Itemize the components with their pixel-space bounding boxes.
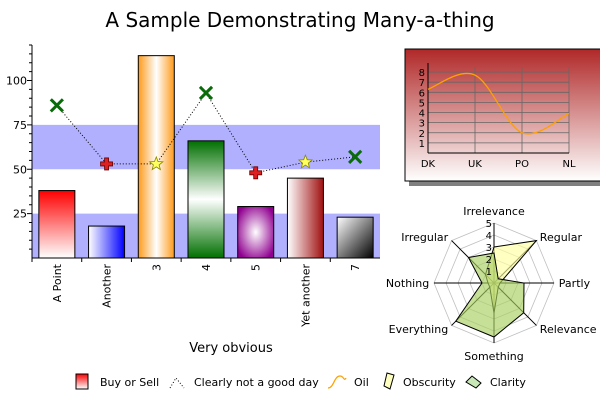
legend-item-oil: Oil	[327, 375, 369, 389]
bar-buy-or-sell	[38, 190, 76, 259]
radar-series-clarity	[455, 252, 525, 338]
data-point-plus-marker	[100, 157, 113, 171]
radar-axis-label: Irregular	[401, 231, 448, 244]
radar-tick-label: 2	[486, 255, 492, 266]
radar-axis-label: Regular	[540, 231, 583, 244]
legend-item-clearly-not-a-good-day: Clearly not a good day	[169, 376, 319, 389]
data-point-star-marker	[148, 155, 164, 171]
red-bar-swatch	[75, 373, 89, 390]
series-line-oil	[427, 72, 570, 135]
dotted-line-swatch	[169, 377, 185, 389]
y-tick-label: 25	[13, 208, 27, 221]
y-tick-label: 5	[419, 98, 425, 109]
legend-label: Clarity	[490, 376, 526, 389]
radar-tick-label: 5	[486, 219, 492, 230]
legend: Buy or Sell Clearly not a good day Oil O…	[75, 372, 526, 390]
data-point-x-marker	[49, 98, 64, 113]
x-tick-label: UK	[468, 159, 482, 170]
bar-buy-or-sell	[187, 140, 225, 259]
legend-label: Clearly not a good day	[194, 376, 319, 389]
x-tick-label: Another	[101, 264, 114, 308]
radar-axis-label: Nothing	[386, 277, 429, 290]
legend-item-buy-or-sell: Buy or Sell	[75, 373, 159, 390]
y-tick-label: 8	[419, 68, 425, 79]
x-axis-label: Very obvious	[189, 341, 273, 356]
y-tick-label: 6	[419, 88, 425, 99]
bar-buy-or-sell	[237, 206, 275, 259]
radar-axis-label: Partly	[559, 277, 591, 290]
x-tick-label: Yet another	[299, 264, 312, 328]
orange-curve-swatch	[327, 375, 347, 389]
bar-buy-or-sell	[336, 216, 374, 259]
x-tick-label: 5	[250, 264, 263, 271]
bar-buy-or-sell	[88, 225, 126, 259]
x-tick-label: DK	[421, 159, 436, 170]
radar-axis-label: Everything	[389, 323, 449, 336]
bar-chart: 25 50 75 100 A Point Another 3 4 5 Yet another 7 Ve…	[6, 44, 380, 356]
data-point-x-marker	[348, 149, 363, 164]
y-tick-label: 100	[6, 75, 27, 88]
yellow-polygon-swatch	[383, 372, 395, 390]
radar-axis-label: Something	[464, 350, 524, 363]
green-polygon-swatch	[465, 375, 482, 389]
y-tick-label: 4	[419, 109, 425, 120]
legend-label: Buy or Sell	[100, 376, 159, 389]
bar-buy-or-sell	[286, 177, 324, 259]
legend-label: Oil	[354, 376, 369, 389]
legend-item-obscurity: Obscurity	[383, 372, 456, 390]
data-point-plus-marker	[249, 166, 263, 180]
y-tick-label: 3	[419, 119, 425, 130]
legend-item-clarity: Clarity	[465, 375, 526, 389]
y-tick-label: 50	[13, 163, 27, 176]
x-tick-label: NL	[562, 159, 575, 170]
radar-tick-label: 4	[486, 231, 492, 242]
x-tick-label: A Point	[51, 263, 64, 302]
x-tick-label: 3	[150, 264, 163, 271]
x-tick-label: 4	[200, 264, 213, 271]
legend-label: Obscurity	[403, 376, 456, 389]
radar-axis-label: Relevance	[540, 323, 597, 336]
y-tick-label: 1	[419, 139, 425, 150]
x-tick-label: PO	[515, 159, 529, 170]
y-tick-label: 75	[13, 119, 27, 132]
chart-title: A Sample Demonstrating Many-a-thing	[105, 8, 494, 32]
radar-tick-label: 3	[486, 243, 492, 254]
x-tick-label: 7	[349, 264, 362, 271]
y-tick-label: 7	[419, 78, 425, 89]
y-tick-label: 2	[419, 129, 425, 140]
data-point-x-marker	[198, 85, 214, 101]
radar-tick-label: 1	[486, 267, 492, 278]
data-point-star-marker	[297, 153, 314, 169]
radar-axis-label: Irrelevance	[463, 205, 525, 218]
